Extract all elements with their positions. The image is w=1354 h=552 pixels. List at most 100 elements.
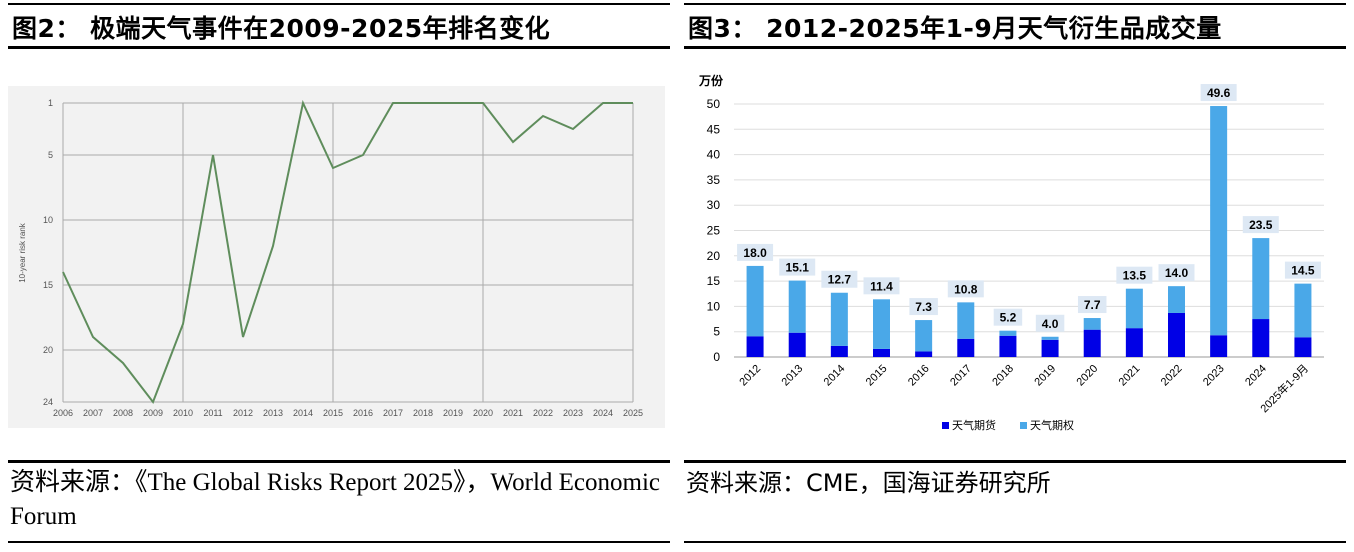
x-tick-label: 2010 bbox=[173, 408, 193, 418]
x-tick-label: 2012 bbox=[233, 408, 253, 418]
x-tick-label: 2022 bbox=[1159, 363, 1185, 389]
data-label: 14.0 bbox=[1165, 266, 1189, 280]
data-label-background bbox=[1200, 84, 1237, 102]
legend-label: 天气期货 bbox=[952, 418, 996, 432]
bar-futures bbox=[788, 332, 806, 357]
y-tick-label: 45 bbox=[707, 122, 721, 136]
x-tick-label: 2006 bbox=[53, 408, 73, 418]
data-label: 14.5 bbox=[1291, 264, 1315, 278]
x-tick-label: 2014 bbox=[822, 363, 848, 389]
x-tick-label: 2022 bbox=[533, 408, 553, 418]
top-rule bbox=[8, 3, 670, 5]
right-figure-title: 图3： 2012-2025年1-9月天气衍生品成交量 bbox=[688, 14, 1222, 43]
x-tick-label: 2016 bbox=[906, 363, 932, 389]
y-tick-label: 24 bbox=[43, 397, 53, 407]
bar-options bbox=[999, 330, 1017, 336]
plot-background bbox=[8, 86, 665, 428]
x-tick-label: 2020 bbox=[473, 408, 493, 418]
bar-futures bbox=[915, 351, 933, 357]
y-tick-label: 20 bbox=[43, 345, 53, 355]
y-tick-label: 1 bbox=[48, 98, 53, 108]
x-tick-label: 2007 bbox=[83, 408, 103, 418]
right-source-note: 资料来源：CME，国海证券研究所 bbox=[686, 469, 1051, 497]
bar-options bbox=[788, 280, 806, 333]
bar-options bbox=[1083, 318, 1101, 330]
bar-futures bbox=[1294, 337, 1312, 357]
x-tick-label: 2015 bbox=[323, 408, 343, 418]
bar-options bbox=[873, 299, 890, 349]
y-tick-label: 0 bbox=[713, 350, 720, 364]
right-figure: 图3： 2012-2025年1-9月天气衍生品成交量 万份 0 5 10 15 20 25 3… bbox=[684, 0, 1346, 552]
x-tick-label: 2014 bbox=[293, 408, 313, 418]
bar-futures bbox=[1168, 312, 1185, 357]
x-tick-label: 2020 bbox=[1075, 363, 1101, 389]
bottom-rule bbox=[684, 541, 1346, 543]
x-tick-label: 2016 bbox=[353, 408, 373, 418]
x-tick-label: 2021 bbox=[503, 408, 523, 418]
data-label: 12.7 bbox=[828, 273, 852, 287]
data-label: 18.0 bbox=[743, 246, 767, 260]
x-tick-label: 2013 bbox=[263, 408, 283, 418]
bar-options bbox=[830, 292, 848, 346]
left-figure: 图2： 极端天气事件在2009-2025年排名变化 1 5 10 15 20 24 2006… bbox=[8, 0, 670, 552]
x-tick-label: 2019 bbox=[443, 408, 463, 418]
bar-options bbox=[1168, 286, 1185, 313]
y-tick-label: 15 bbox=[707, 274, 721, 288]
data-label-background bbox=[863, 277, 900, 295]
data-label-background bbox=[909, 298, 938, 316]
bar-futures bbox=[830, 345, 848, 357]
x-tick-label: 2008 bbox=[113, 408, 133, 418]
data-label-background bbox=[737, 243, 774, 261]
data-label: 11.4 bbox=[870, 279, 893, 293]
x-tick-label: 2017 bbox=[948, 363, 974, 389]
data-label: 7.7 bbox=[1084, 298, 1101, 312]
bar-options bbox=[915, 320, 933, 352]
top-rule bbox=[684, 3, 1346, 5]
bar-futures bbox=[873, 348, 890, 357]
y-unit-label: 万份 bbox=[698, 73, 724, 88]
data-label-background bbox=[1242, 216, 1279, 234]
data-label-background bbox=[1077, 296, 1107, 314]
data-label: 4.0 bbox=[1042, 317, 1059, 331]
data-label-background bbox=[821, 270, 858, 288]
bar-options bbox=[1041, 336, 1059, 340]
bar-options bbox=[746, 265, 764, 337]
data-label: 10.8 bbox=[954, 282, 978, 296]
data-label-background bbox=[779, 258, 816, 276]
x-tick-label: 2012 bbox=[737, 363, 763, 389]
y-tick-label: 20 bbox=[707, 249, 721, 263]
x-tick-label: 2021 bbox=[1117, 363, 1143, 389]
weather-derivatives-bar-chart: 万份 0 5 10 15 20 25 30 35 40 45 50 18.0 2012 15.1 2013 12… bbox=[698, 73, 1324, 432]
data-label-background bbox=[947, 280, 984, 298]
source-top-rule bbox=[684, 460, 1346, 463]
x-tick-label: 2023 bbox=[563, 408, 583, 418]
x-tick-label: 2011 bbox=[203, 408, 222, 418]
x-tick-label: 2013 bbox=[780, 363, 806, 389]
bar-futures bbox=[1252, 319, 1270, 357]
bar-futures bbox=[999, 335, 1017, 357]
data-label-background bbox=[1284, 261, 1321, 279]
bar-futures bbox=[1210, 335, 1228, 357]
data-label: 15.1 bbox=[786, 261, 810, 275]
bar-options bbox=[957, 302, 975, 339]
y-tick-label: 30 bbox=[707, 198, 721, 212]
data-label-background bbox=[993, 308, 1023, 326]
rank-series-line bbox=[62, 99, 633, 405]
y-tick-label: 35 bbox=[707, 173, 721, 187]
bar-futures bbox=[746, 336, 764, 357]
x-tick-label: 2024 bbox=[593, 408, 613, 418]
source-top-rule bbox=[8, 460, 670, 463]
legend-swatch bbox=[1020, 422, 1027, 429]
bar-options bbox=[1294, 283, 1312, 338]
data-label: 49.6 bbox=[1207, 86, 1231, 100]
x-tick-label: 2018 bbox=[990, 363, 1016, 389]
x-tick-label: 2025 bbox=[623, 408, 643, 418]
data-label: 7.3 bbox=[915, 300, 932, 314]
left-figure-title: 图2： 极端天气事件在2009-2025年排名变化 bbox=[12, 14, 551, 43]
data-label: 5.2 bbox=[1000, 311, 1017, 325]
x-tick-label: 2009 bbox=[143, 408, 163, 418]
y-tick-label: 10 bbox=[707, 299, 721, 313]
bottom-rule bbox=[8, 541, 670, 543]
y-tick-label: 25 bbox=[707, 224, 721, 238]
